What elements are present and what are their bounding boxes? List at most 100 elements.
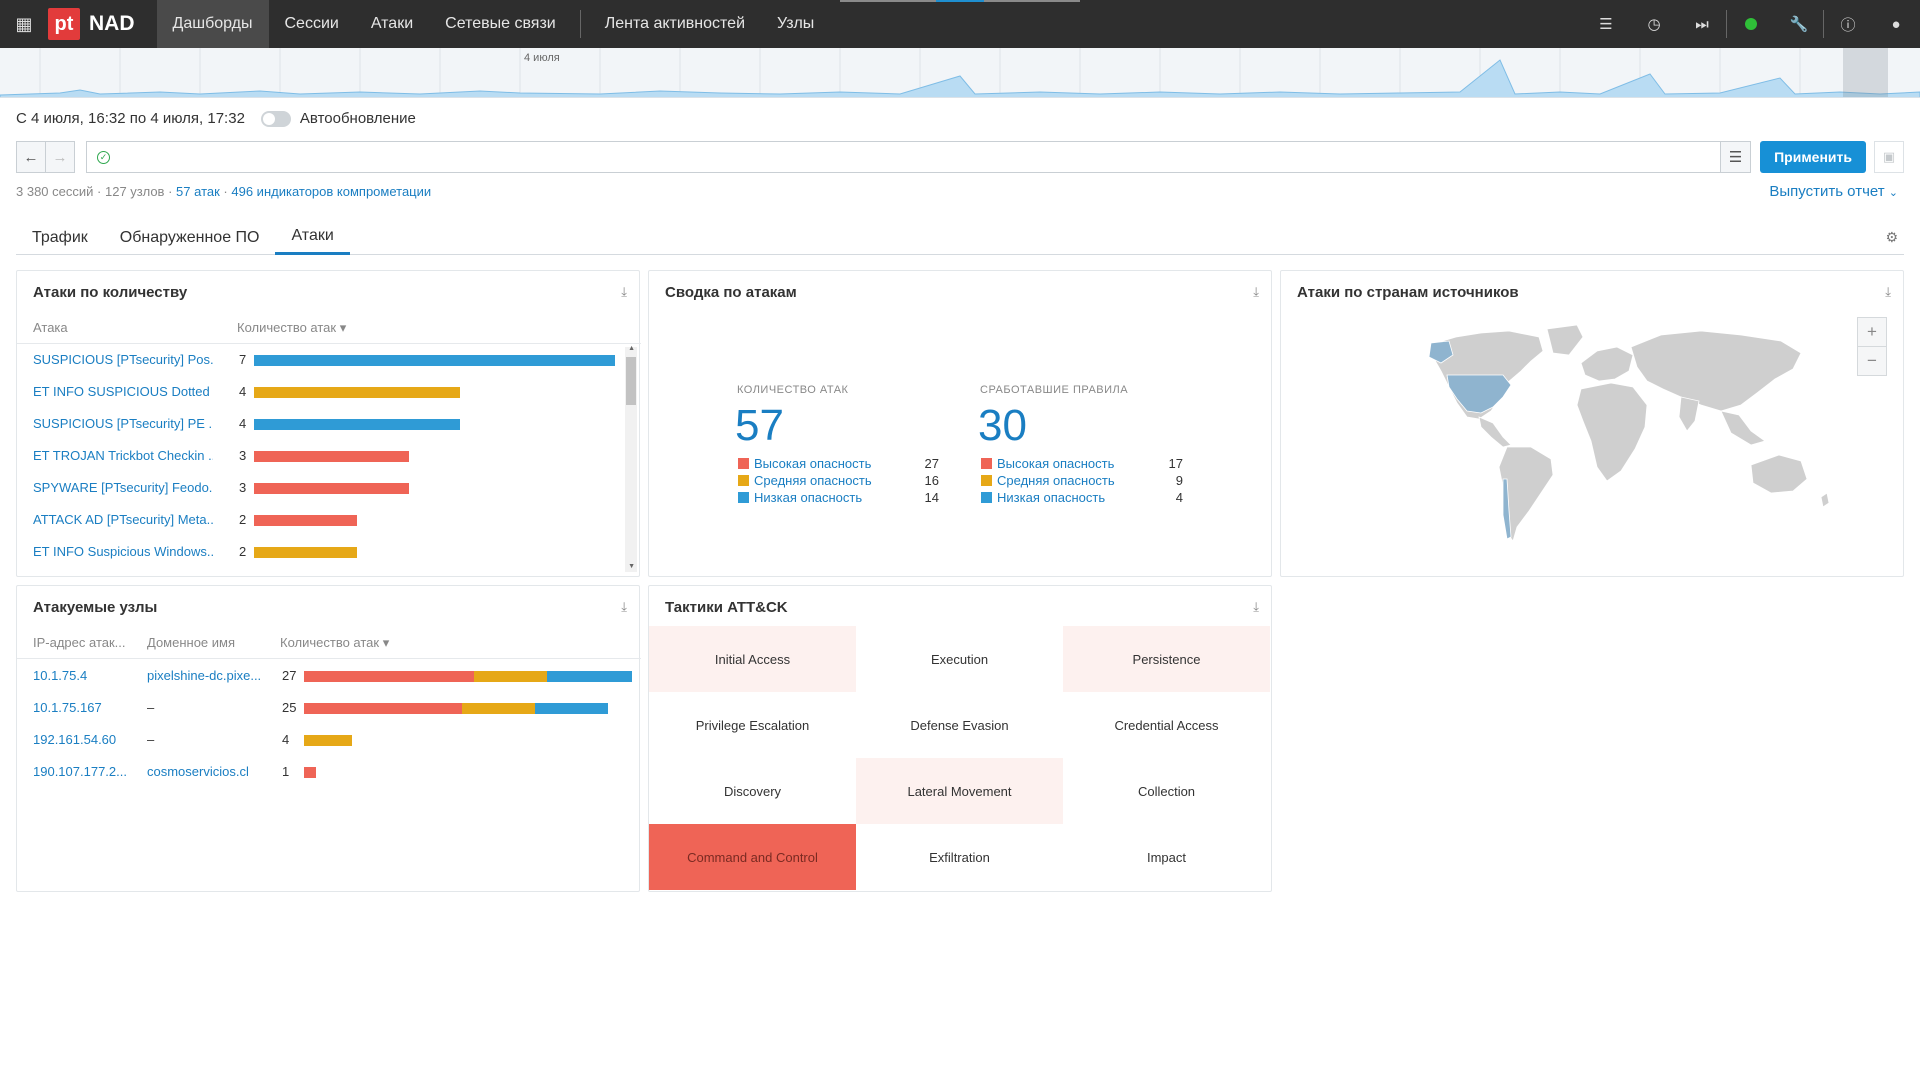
map-asia[interactable]	[1630, 330, 1802, 412]
node-ip-link[interactable]: 10.1.75.4	[33, 668, 88, 683]
zoom-out-button[interactable]: −	[1857, 346, 1887, 376]
map-australia[interactable]	[1750, 454, 1808, 494]
scroll-up-icon[interactable]: ▲	[628, 345, 635, 352]
nav-network[interactable]: Сетевые связи	[445, 15, 556, 32]
map-usa[interactable]	[1446, 374, 1512, 414]
tab-software[interactable]: Обнаруженное ПО	[119, 228, 260, 246]
map-new-zealand[interactable]	[1820, 492, 1830, 508]
column-header-count[interactable]: Количество атак ▾	[237, 320, 346, 336]
filter-input[interactable]: ✓	[86, 141, 1722, 173]
node-domain[interactable]: pixelshine-dc.pixe...	[147, 668, 262, 683]
map-greenland[interactable]	[1546, 324, 1584, 356]
attack-count-bar[interactable]	[254, 451, 409, 462]
download-icon[interactable]: ⤓	[621, 284, 627, 299]
attacks-low-link[interactable]: Низкая опасность	[738, 490, 862, 505]
attack-name-link[interactable]: ET INFO SUSPICIOUS Dotted ...	[33, 384, 213, 399]
scroll-down-icon[interactable]: ▼	[628, 563, 635, 570]
map-central-america[interactable]	[1478, 416, 1512, 448]
report-dropdown[interactable]: Выпустить отчет ⌄	[1769, 183, 1898, 200]
node-ip-link[interactable]: 192.161.54.60	[33, 732, 117, 747]
scrollbar-thumb[interactable]	[626, 357, 636, 405]
back-button[interactable]: ←	[16, 141, 46, 173]
attack-count-bar[interactable]	[254, 355, 615, 366]
tactic-cell[interactable]: Initial Access	[649, 626, 856, 692]
wrench-icon[interactable]: 🔧	[1789, 16, 1809, 33]
node-bar-high[interactable]	[304, 671, 474, 682]
attack-name-link[interactable]: SUSPICIOUS [PTsecurity] PE ...	[33, 416, 213, 431]
apps-grid-icon[interactable]: ▦	[15, 13, 33, 34]
timeline-selection[interactable]	[1843, 48, 1888, 97]
tactic-cell[interactable]: Credential Access	[1063, 692, 1270, 758]
tactic-cell[interactable]: Lateral Movement	[856, 758, 1063, 824]
tactic-cell[interactable]: Privilege Escalation	[649, 692, 856, 758]
tactic-cell[interactable]: Execution	[856, 626, 1063, 692]
map-alaska[interactable]	[1428, 340, 1454, 364]
indicators-count-link[interactable]: 496 индикаторов компрометации	[231, 184, 432, 199]
tab-traffic[interactable]: Трафик	[32, 228, 88, 246]
apply-button[interactable]: Применить	[1760, 141, 1866, 173]
node-domain[interactable]: cosmoservicios.cl	[147, 764, 249, 779]
attack-name-link[interactable]: SPYWARE [PTsecurity] Feodo...	[33, 480, 213, 495]
filter-menu-button[interactable]: ☰	[1721, 141, 1752, 173]
nav-attacks[interactable]: Атаки	[370, 15, 414, 32]
zoom-in-button[interactable]: +	[1857, 317, 1887, 347]
node-bar-medium[interactable]	[304, 735, 352, 746]
download-icon[interactable]: ⤓	[621, 599, 627, 614]
node-bar-high[interactable]	[304, 703, 462, 714]
attacks-count-link[interactable]: 57 атак	[176, 184, 220, 199]
attack-count-bar[interactable]	[254, 515, 357, 526]
save-filter-button[interactable]: ▣	[1874, 141, 1904, 173]
map-india[interactable]	[1678, 396, 1700, 432]
help-icon[interactable]: ⓘ	[1840, 16, 1856, 34]
tactic-cell[interactable]: Discovery	[649, 758, 856, 824]
world-map[interactable]	[1281, 271, 1905, 578]
clock-icon[interactable]: ◷	[1647, 16, 1661, 33]
map-africa[interactable]	[1576, 382, 1648, 482]
download-icon[interactable]: ⤓	[1253, 599, 1259, 614]
nav-dashboards[interactable]: Дашборды	[156, 0, 269, 48]
forward-button[interactable]: →	[45, 141, 75, 173]
map-chile[interactable]	[1502, 478, 1512, 540]
database-icon[interactable]: ☰	[1599, 16, 1613, 33]
attack-name-link[interactable]: ET INFO Suspicious Windows...	[33, 544, 213, 559]
attack-name-link[interactable]: SUSPICIOUS [PTsecurity] Pos...	[33, 352, 213, 367]
rules-low-link[interactable]: Низкая опасность	[981, 490, 1105, 505]
node-ip-link[interactable]: 10.1.75.167	[33, 700, 102, 715]
nav-sessions[interactable]: Сессии	[284, 15, 339, 32]
attack-name-link[interactable]: ET TROJAN Trickbot Checkin ...	[33, 448, 213, 463]
download-icon[interactable]: ⤓	[1253, 284, 1259, 299]
tactic-cell[interactable]: Defense Evasion	[856, 692, 1063, 758]
user-icon[interactable]: ●	[1891, 15, 1901, 33]
node-bar-low[interactable]	[535, 703, 608, 714]
timeline-histogram[interactable]: 4 июля	[0, 48, 1920, 98]
attacks-high-link[interactable]: Высокая опасность	[738, 456, 871, 471]
skip-forward-icon[interactable]: ⏭	[1695, 15, 1709, 33]
attack-count-bar[interactable]	[254, 483, 409, 494]
attacks-medium-link[interactable]: Средняя опасность	[738, 473, 872, 488]
map-se-asia[interactable]	[1720, 410, 1766, 446]
tactic-cell[interactable]: Persistence	[1063, 626, 1270, 692]
download-icon[interactable]: ⤓	[1885, 284, 1891, 299]
tactic-cell[interactable]: Exfiltration	[856, 824, 1063, 890]
node-bar-medium[interactable]	[462, 703, 535, 714]
status-indicator[interactable]	[1727, 0, 1775, 48]
tactic-cell[interactable]: Impact	[1063, 824, 1270, 890]
attack-count-bar[interactable]	[254, 419, 460, 430]
nav-activity[interactable]: Лента активностей	[604, 15, 746, 32]
column-header-ip[interactable]: IP-адрес атак...	[33, 635, 126, 650]
node-bar-high[interactable]	[304, 767, 316, 778]
column-header-attack[interactable]: Атака	[33, 320, 68, 335]
column-header-domain[interactable]: Доменное имя	[147, 635, 236, 650]
tactic-cell[interactable]: Collection	[1063, 758, 1270, 824]
tab-attacks[interactable]: Атаки	[275, 220, 350, 255]
column-header-count[interactable]: Количество атак ▾	[280, 635, 389, 651]
app-logo[interactable]: pt NAD	[48, 8, 135, 40]
gear-icon[interactable]: ⚙	[1885, 229, 1898, 245]
autoupdate-toggle[interactable]	[260, 110, 291, 127]
attack-count-bar[interactable]	[254, 547, 357, 558]
rules-high-link[interactable]: Высокая опасность	[981, 456, 1114, 471]
tactic-cell[interactable]: Command and Control	[649, 824, 856, 890]
attack-count-bar[interactable]	[254, 387, 460, 398]
map-europe[interactable]	[1580, 346, 1634, 382]
node-ip-link[interactable]: 190.107.177.2...	[33, 764, 127, 779]
